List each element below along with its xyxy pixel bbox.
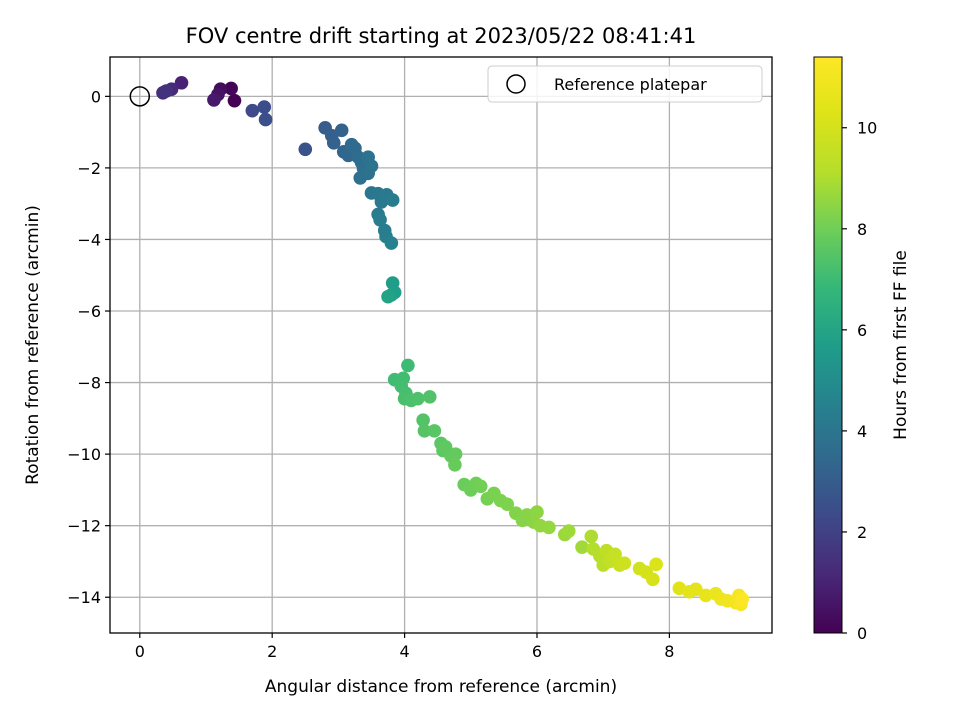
data-point [417, 424, 432, 438]
colorbar-gradient [813, 56, 843, 634]
colorbar: 0 2 4 6 8 10 Hours from first FF file [813, 56, 911, 643]
data-point [384, 236, 399, 250]
data-point [448, 447, 463, 461]
data-point [245, 103, 260, 118]
data-point [530, 505, 544, 519]
colorbar-ticks: 0 2 4 6 8 10 [842, 119, 877, 643]
data-point [689, 582, 703, 597]
data-point [422, 390, 437, 404]
x-tick-label: 2 [267, 642, 277, 661]
colorbar-tick-label: 8 [857, 220, 867, 239]
x-tick-label: 6 [532, 642, 542, 661]
colorbar-tick-label: 0 [857, 624, 867, 643]
data-point [542, 520, 556, 535]
y-axis-ticks: 0 −2 −4 −6 −8 −10 −12 −14 [67, 87, 110, 607]
data-point [561, 524, 576, 538]
data-point [207, 93, 221, 107]
data-point [617, 556, 632, 571]
data-point [608, 547, 622, 562]
data-point [224, 81, 238, 96]
y-tick-label: 0 [91, 87, 101, 106]
colorbar-tick-label: 4 [857, 422, 867, 441]
data-point [735, 592, 750, 606]
data-point [401, 358, 415, 373]
data-point [298, 142, 313, 157]
data-points [156, 75, 750, 612]
legend-box [487, 65, 763, 103]
colorbar-tick-label: 10 [857, 119, 877, 138]
data-point [364, 159, 379, 173]
y-tick-label: −4 [77, 230, 101, 249]
x-axis-label: Angular distance from reference (arcmin) [265, 677, 617, 697]
legend-reference-marker [506, 74, 526, 94]
data-point [385, 193, 400, 207]
data-point [174, 75, 189, 90]
y-tick-label: −12 [67, 517, 101, 536]
data-point [473, 479, 488, 494]
data-point [646, 572, 660, 587]
y-tick-label: −14 [67, 588, 101, 607]
data-point [257, 100, 272, 114]
chart-title: FOV centre drift starting at 2023/05/22 … [186, 24, 697, 48]
x-tick-label: 4 [399, 642, 409, 661]
data-point [334, 123, 349, 138]
data-point [326, 136, 341, 150]
data-point [416, 413, 430, 427]
data-point [500, 497, 514, 512]
legend-entry-reference: Reference platepar [554, 75, 707, 94]
data-point [649, 557, 663, 572]
colorbar-label: Hours from first FF file [891, 250, 911, 440]
colorbar-tick-label: 6 [857, 321, 867, 340]
x-tick-label: 0 [135, 642, 145, 661]
y-tick-label: −10 [67, 445, 101, 464]
x-tick-label: 8 [664, 642, 674, 661]
data-point [584, 529, 599, 544]
data-point [411, 391, 425, 406]
data-point [373, 212, 387, 227]
y-axis-label: Rotation from reference (arcmin) [23, 205, 43, 485]
y-tick-label: −6 [77, 302, 101, 321]
grid-lines [110, 57, 772, 633]
data-point [381, 289, 395, 304]
data-point [227, 93, 242, 108]
data-point [448, 458, 462, 472]
y-tick-label: −8 [77, 374, 101, 393]
colorbar-tick-label: 2 [857, 523, 867, 542]
y-tick-label: −2 [77, 159, 101, 178]
data-point [159, 84, 174, 98]
reference-marker [129, 86, 151, 107]
x-axis-ticks: 0 2 4 6 8 [135, 633, 674, 661]
plot-frame [109, 56, 773, 634]
data-point [427, 424, 442, 438]
data-point [258, 112, 273, 127]
reference-platepar-marker [129, 86, 151, 107]
data-point [575, 540, 589, 554]
legend: Reference platepar [487, 65, 763, 103]
